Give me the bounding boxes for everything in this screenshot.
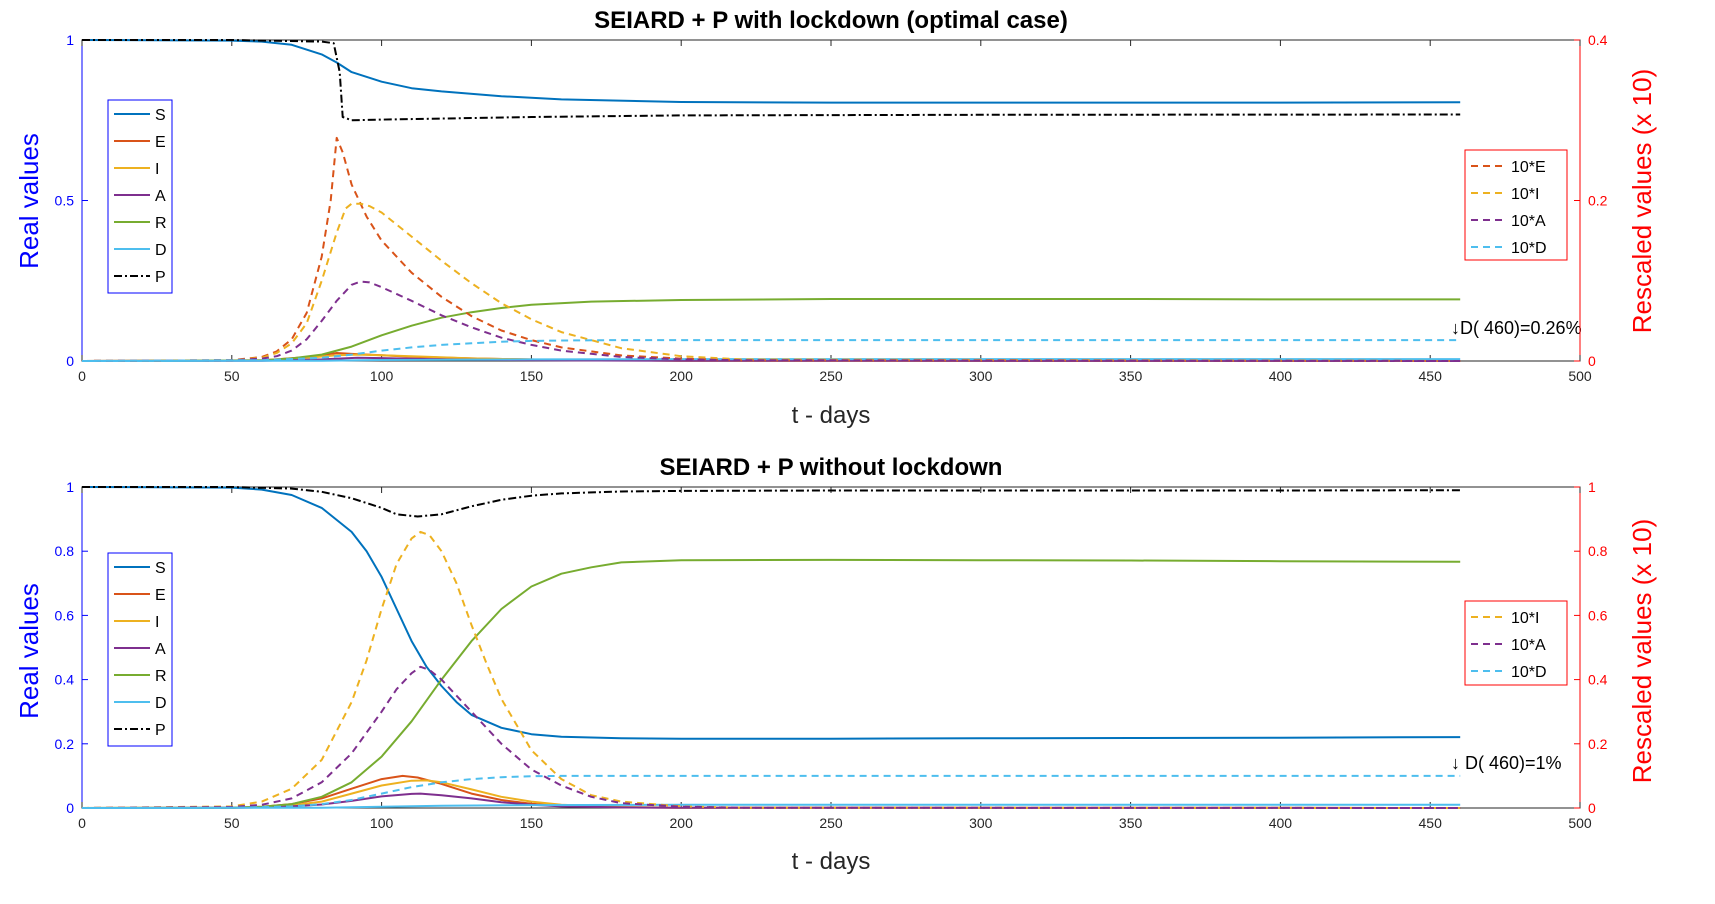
legend-right-box xyxy=(1464,600,1568,686)
chart2-ylabel-left: Real values xyxy=(14,583,44,719)
x-tick-label: 150 xyxy=(520,815,544,831)
chart2-ylabel-right: Rescaled values (x 10) xyxy=(1627,519,1657,783)
series-line-s xyxy=(81,39,1461,104)
y-tick-label-right: 0.4 xyxy=(1588,32,1608,48)
legend-entry: R xyxy=(155,668,167,685)
y-tick-label-left: 1 xyxy=(66,479,74,495)
x-tick-label: 250 xyxy=(819,368,843,384)
chart1-ylabel-left: Real values xyxy=(14,133,44,269)
legend-entry: E xyxy=(155,134,166,151)
legend-entry: R xyxy=(155,215,167,232)
series-line-p xyxy=(82,486,1461,518)
x-tick-label: 450 xyxy=(1419,368,1443,384)
x-tick-label: 300 xyxy=(969,368,993,384)
chart-layer: 0 50 100 150 200 250 300 350 400 450 50000.5100.20… xyxy=(55,32,1608,831)
series-line-10xe xyxy=(81,136,1461,362)
y-tick-label-left: 0.5 xyxy=(55,193,75,209)
x-tick-label: 400 xyxy=(1269,815,1293,831)
y-tick-label-right: 0.4 xyxy=(1588,672,1608,688)
y-tick-label-left: 0 xyxy=(66,800,74,816)
legend-entry: P xyxy=(155,722,166,739)
legend-entry: A xyxy=(155,188,166,205)
series-line-e xyxy=(81,774,1461,809)
y-tick-label-right: 0 xyxy=(1588,800,1596,816)
series-line-10xd xyxy=(81,339,1461,362)
legend-entry: 10*I xyxy=(1511,186,1539,203)
x-tick-label: 500 xyxy=(1568,368,1592,384)
chart1-ylabel-right: Rescaled values (x 10) xyxy=(1627,69,1657,333)
x-tick-label: 50 xyxy=(224,815,240,831)
series-line-d xyxy=(81,803,1461,809)
x-tick-label: 250 xyxy=(819,815,843,831)
chart1-xlabel: t - days xyxy=(792,402,871,429)
series-line-r xyxy=(81,558,1461,809)
x-tick-label: 200 xyxy=(670,815,694,831)
legend-entry: I xyxy=(155,614,159,631)
series-line-10xi xyxy=(81,530,1461,809)
x-tick-label: 50 xyxy=(224,368,240,384)
legend-entry: 10*D xyxy=(1511,240,1547,257)
x-tick-label: 100 xyxy=(370,815,394,831)
legend-entry: I xyxy=(155,161,159,178)
x-tick-label: 150 xyxy=(520,368,544,384)
y-tick-label-left: 0.4 xyxy=(55,672,75,688)
x-tick-label: 350 xyxy=(1119,815,1143,831)
legend-entry: A xyxy=(155,641,166,658)
x-tick-label: 500 xyxy=(1568,815,1592,831)
legend-entry: D xyxy=(155,695,167,712)
y-tick-label-left: 0 xyxy=(66,353,74,369)
y-tick-label-left: 1 xyxy=(66,32,74,48)
chart2-xlabel: t - days xyxy=(792,848,871,875)
y-tick-label-right: 0.2 xyxy=(1588,193,1608,209)
y-tick-label-left: 0.6 xyxy=(55,607,75,623)
legend-entry: 10*E xyxy=(1511,159,1546,176)
x-tick-label: 0 xyxy=(78,815,86,831)
x-tick-label: 0 xyxy=(78,368,86,384)
y-tick-label-right: 0 xyxy=(1588,353,1596,369)
legend-left-box xyxy=(107,552,173,747)
series-line-s xyxy=(81,486,1461,740)
series-line-10xd xyxy=(81,774,1461,809)
y-tick-label-right: 1 xyxy=(1588,479,1596,495)
y-tick-label-left: 0.2 xyxy=(55,736,75,752)
y-tick-label-left: 0.8 xyxy=(55,543,75,559)
series-line-10xa xyxy=(81,280,1461,362)
legend-entry: 10*D xyxy=(1511,664,1547,681)
legend-entry: E xyxy=(155,587,166,604)
legend-entry: S xyxy=(155,107,166,124)
x-tick-label: 450 xyxy=(1419,815,1443,831)
y-tick-label-right: 0.8 xyxy=(1588,543,1608,559)
x-tick-label: 300 xyxy=(969,815,993,831)
y-tick-label-right: 0.6 xyxy=(1588,607,1608,623)
x-tick-label: 350 xyxy=(1119,368,1143,384)
x-tick-label: 100 xyxy=(370,368,394,384)
legend-entry: D xyxy=(155,242,167,259)
chart1-title: SEIARD + P with lockdown (optimal case) xyxy=(594,7,1068,34)
legend-left-box xyxy=(107,99,173,294)
legend-entry: S xyxy=(155,560,166,577)
series-line-a xyxy=(81,792,1461,809)
chart2-annotation: ↓ D( 460)=1% xyxy=(1451,753,1562,773)
series-line-p xyxy=(82,39,1461,122)
legend-entry: 10*A xyxy=(1511,637,1546,654)
series-line-r xyxy=(81,298,1461,362)
y-tick-label-right: 0.2 xyxy=(1588,736,1608,752)
series-line-10xa xyxy=(81,665,1461,809)
legend-entry: 10*A xyxy=(1511,213,1546,230)
x-tick-label: 400 xyxy=(1269,368,1293,384)
chart1-annotation: ↓D( 460)=0.26% xyxy=(1451,318,1582,338)
chart2-plot-area xyxy=(81,486,1581,809)
legend-entry: P xyxy=(155,269,166,286)
legend-right-box xyxy=(1464,149,1568,261)
chart2-title: SEIARD + P without lockdown xyxy=(660,454,1003,481)
legend-entry: 10*I xyxy=(1511,610,1539,627)
series-line-10xi xyxy=(81,202,1461,362)
x-tick-label: 200 xyxy=(670,368,694,384)
